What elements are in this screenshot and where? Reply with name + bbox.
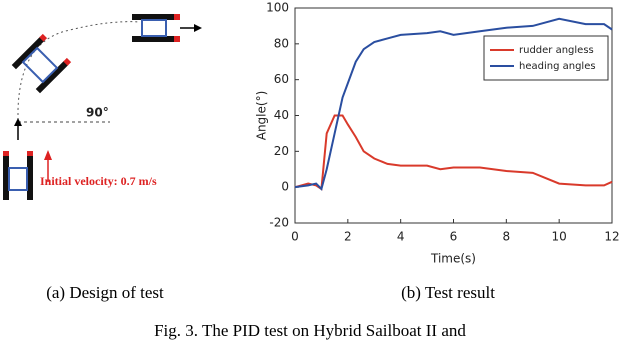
- y-axis-label: Angle(°): [255, 91, 269, 141]
- y-tick-label: 20: [274, 144, 289, 158]
- y-tick-label: 0: [281, 180, 289, 194]
- y-tick-label: -20: [269, 216, 289, 230]
- legend-box: [483, 35, 609, 81]
- boat: [3, 151, 33, 200]
- caption: (b) Test result: [401, 283, 495, 302]
- x-tick-label: 8: [503, 230, 511, 244]
- velocity-label: Initial velocity: 0.7 m/s: [40, 174, 157, 188]
- arrow-head: [44, 150, 52, 160]
- figure-caption: Fig. 3. The PID test on Hybrid Sailboat …: [154, 321, 466, 340]
- x-tick-label: 6: [450, 230, 458, 244]
- boat: [132, 14, 180, 42]
- x-tick-label: 12: [604, 230, 619, 244]
- data-line: [294, 114, 613, 191]
- caption: (a) Design of test: [46, 283, 164, 302]
- x-tick-label: 4: [397, 230, 405, 244]
- legend-label: heading angles: [519, 61, 596, 72]
- legend-label: rudder angless: [519, 45, 594, 56]
- x-axis-label: Time(s): [430, 252, 476, 266]
- y-tick-label: 60: [274, 72, 289, 86]
- boat: [11, 33, 72, 94]
- y-tick-label: 40: [274, 108, 289, 122]
- x-tick-label: 2: [344, 230, 352, 244]
- x-tick-label: 0: [291, 230, 299, 244]
- arrow-head: [194, 24, 202, 32]
- test-diagram: 90° Initial velocity: 0.7 m/s: [3, 14, 202, 200]
- trajectory: [17, 21, 141, 120]
- data-line: [294, 17, 613, 191]
- angle-label: 90°: [86, 106, 109, 120]
- arrow-head: [14, 118, 22, 126]
- y-tick-label: 100: [266, 1, 289, 15]
- x-tick-label: 10: [552, 230, 567, 244]
- y-tick-label: 80: [274, 36, 289, 50]
